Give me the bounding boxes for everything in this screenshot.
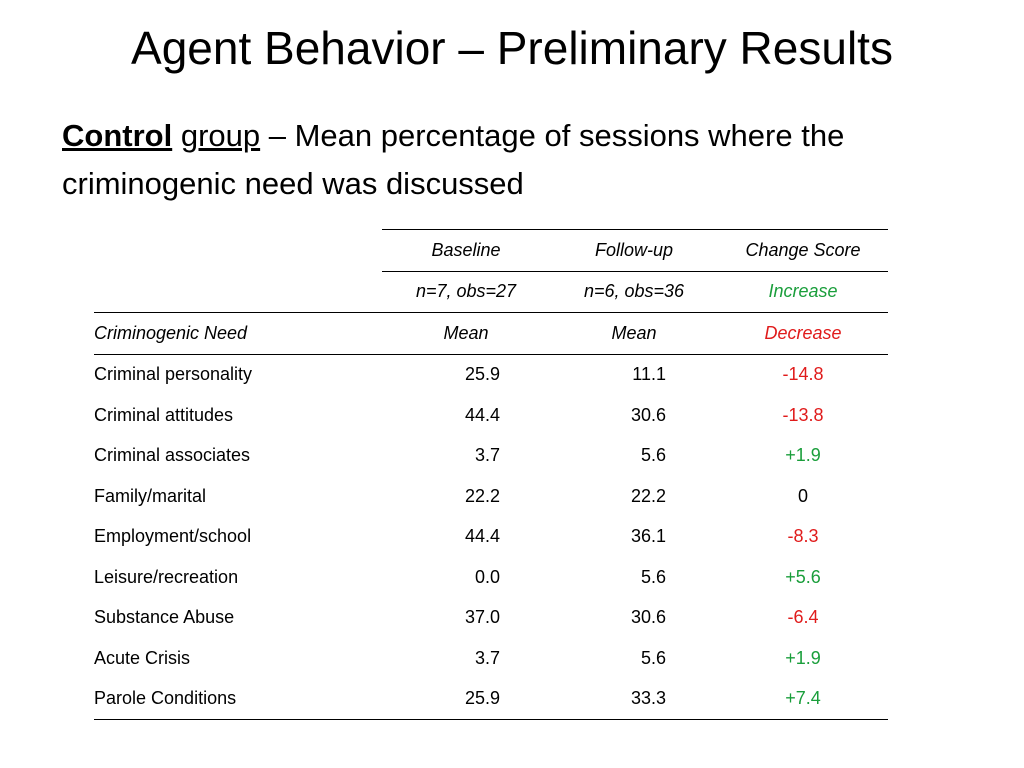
need-name: Criminal associates (94, 445, 251, 466)
subtitle: Control group – Mean percentage of sessi… (62, 112, 962, 208)
change-score-value: 0 (797, 485, 808, 506)
followup-value: 11.1 (550, 353, 718, 395)
table-row: Parole Conditions 25.9 33.3 +7.4 (94, 678, 888, 720)
change-legend-increase: Increase (718, 270, 888, 313)
change-score-value: +7.4 (718, 678, 888, 720)
need-name: Substance Abuse (94, 607, 235, 628)
subtitle-control-word: Control (62, 118, 173, 153)
need-name: Acute Crisis (94, 647, 191, 668)
header-followup: Follow-up (550, 229, 718, 271)
table-row: Substance Abuse 37.0 30.6 -6.4 (94, 598, 888, 639)
header-change-score: Change Score (718, 229, 888, 271)
followup-value: 33.3 (550, 678, 718, 720)
need-name: Parole Conditions (94, 678, 382, 720)
followup-value: 22.2 (630, 485, 666, 506)
need-name: Criminal personality (94, 353, 382, 395)
table-unit-row: Criminogenic Need Mean Mean Decrease (94, 312, 888, 354)
header-baseline: Baseline (382, 229, 550, 271)
change-score-value: +1.9 (785, 445, 821, 466)
baseline-sample-size: n=7, obs=27 (382, 270, 550, 313)
followup-value: 5.6 (640, 566, 666, 587)
followup-value: 30.6 (630, 607, 666, 628)
baseline-value: 25.9 (382, 678, 550, 720)
baseline-value: 25.9 (382, 353, 550, 395)
table-body: Criminal personality 25.9 11.1 -14.8 Crimina… (94, 353, 888, 720)
baseline-value: 3.7 (474, 445, 500, 466)
change-score-value: -8.3 (787, 526, 819, 547)
table-row: Employment/school 44.4 36.1 -8.3 (94, 517, 888, 558)
baseline-value: 0.0 (474, 566, 500, 587)
table-row: Criminal attitudes 44.4 30.6 -13.8 (94, 395, 888, 436)
table-row: Criminal associates 3.7 5.6 +1.9 (94, 436, 888, 477)
followup-value: 30.6 (630, 404, 666, 425)
baseline-unit: Mean (382, 312, 550, 354)
table-header-row: Baseline Follow-up Change Score (94, 229, 888, 272)
table-row: Criminal personality 25.9 11.1 -14.8 (94, 353, 888, 395)
followup-value: 5.6 (640, 445, 666, 466)
need-name: Criminal attitudes (94, 404, 234, 425)
change-legend-decrease: Decrease (718, 312, 888, 354)
header-empty-cell (94, 230, 382, 272)
baseline-value: 44.4 (464, 526, 500, 547)
followup-unit: Mean (550, 312, 718, 354)
change-score-value: +1.9 (785, 647, 821, 668)
followup-value: 5.6 (640, 647, 666, 668)
need-name: Family/marital (94, 485, 207, 506)
followup-sample-size: n=6, obs=36 (550, 270, 718, 313)
table-row: Family/marital 22.2 22.2 0 (94, 476, 888, 517)
subtitle-description: – Mean percentage of sessions where the … (62, 118, 845, 201)
results-table: Baseline Follow-up Change Score n=7, obs… (94, 229, 888, 720)
sample-empty-cell (94, 271, 382, 313)
slide-title: Agent Behavior – Preliminary Results (131, 22, 893, 74)
baseline-value: 3.7 (474, 647, 500, 668)
table-sample-row: n=7, obs=27 n=6, obs=36 Increase (94, 270, 888, 313)
table-row: Acute Crisis 3.7 5.6 +1.9 (94, 638, 888, 679)
criminogenic-need-label: Criminogenic Need (94, 312, 382, 354)
need-name: Employment/school (94, 526, 252, 547)
change-score-value: -13.8 (782, 404, 824, 425)
baseline-value: 37.0 (464, 607, 500, 628)
need-name: Leisure/recreation (94, 566, 239, 587)
change-score-value: +5.6 (785, 566, 821, 587)
change-score-value: -14.8 (718, 353, 888, 395)
followup-value: 36.1 (630, 526, 666, 547)
table-row: Leisure/recreation 0.0 5.6 +5.6 (94, 557, 888, 598)
change-score-value: -6.4 (787, 607, 819, 628)
baseline-value: 22.2 (464, 485, 500, 506)
baseline-value: 44.4 (464, 404, 500, 425)
subtitle-group-word: group (180, 118, 261, 153)
